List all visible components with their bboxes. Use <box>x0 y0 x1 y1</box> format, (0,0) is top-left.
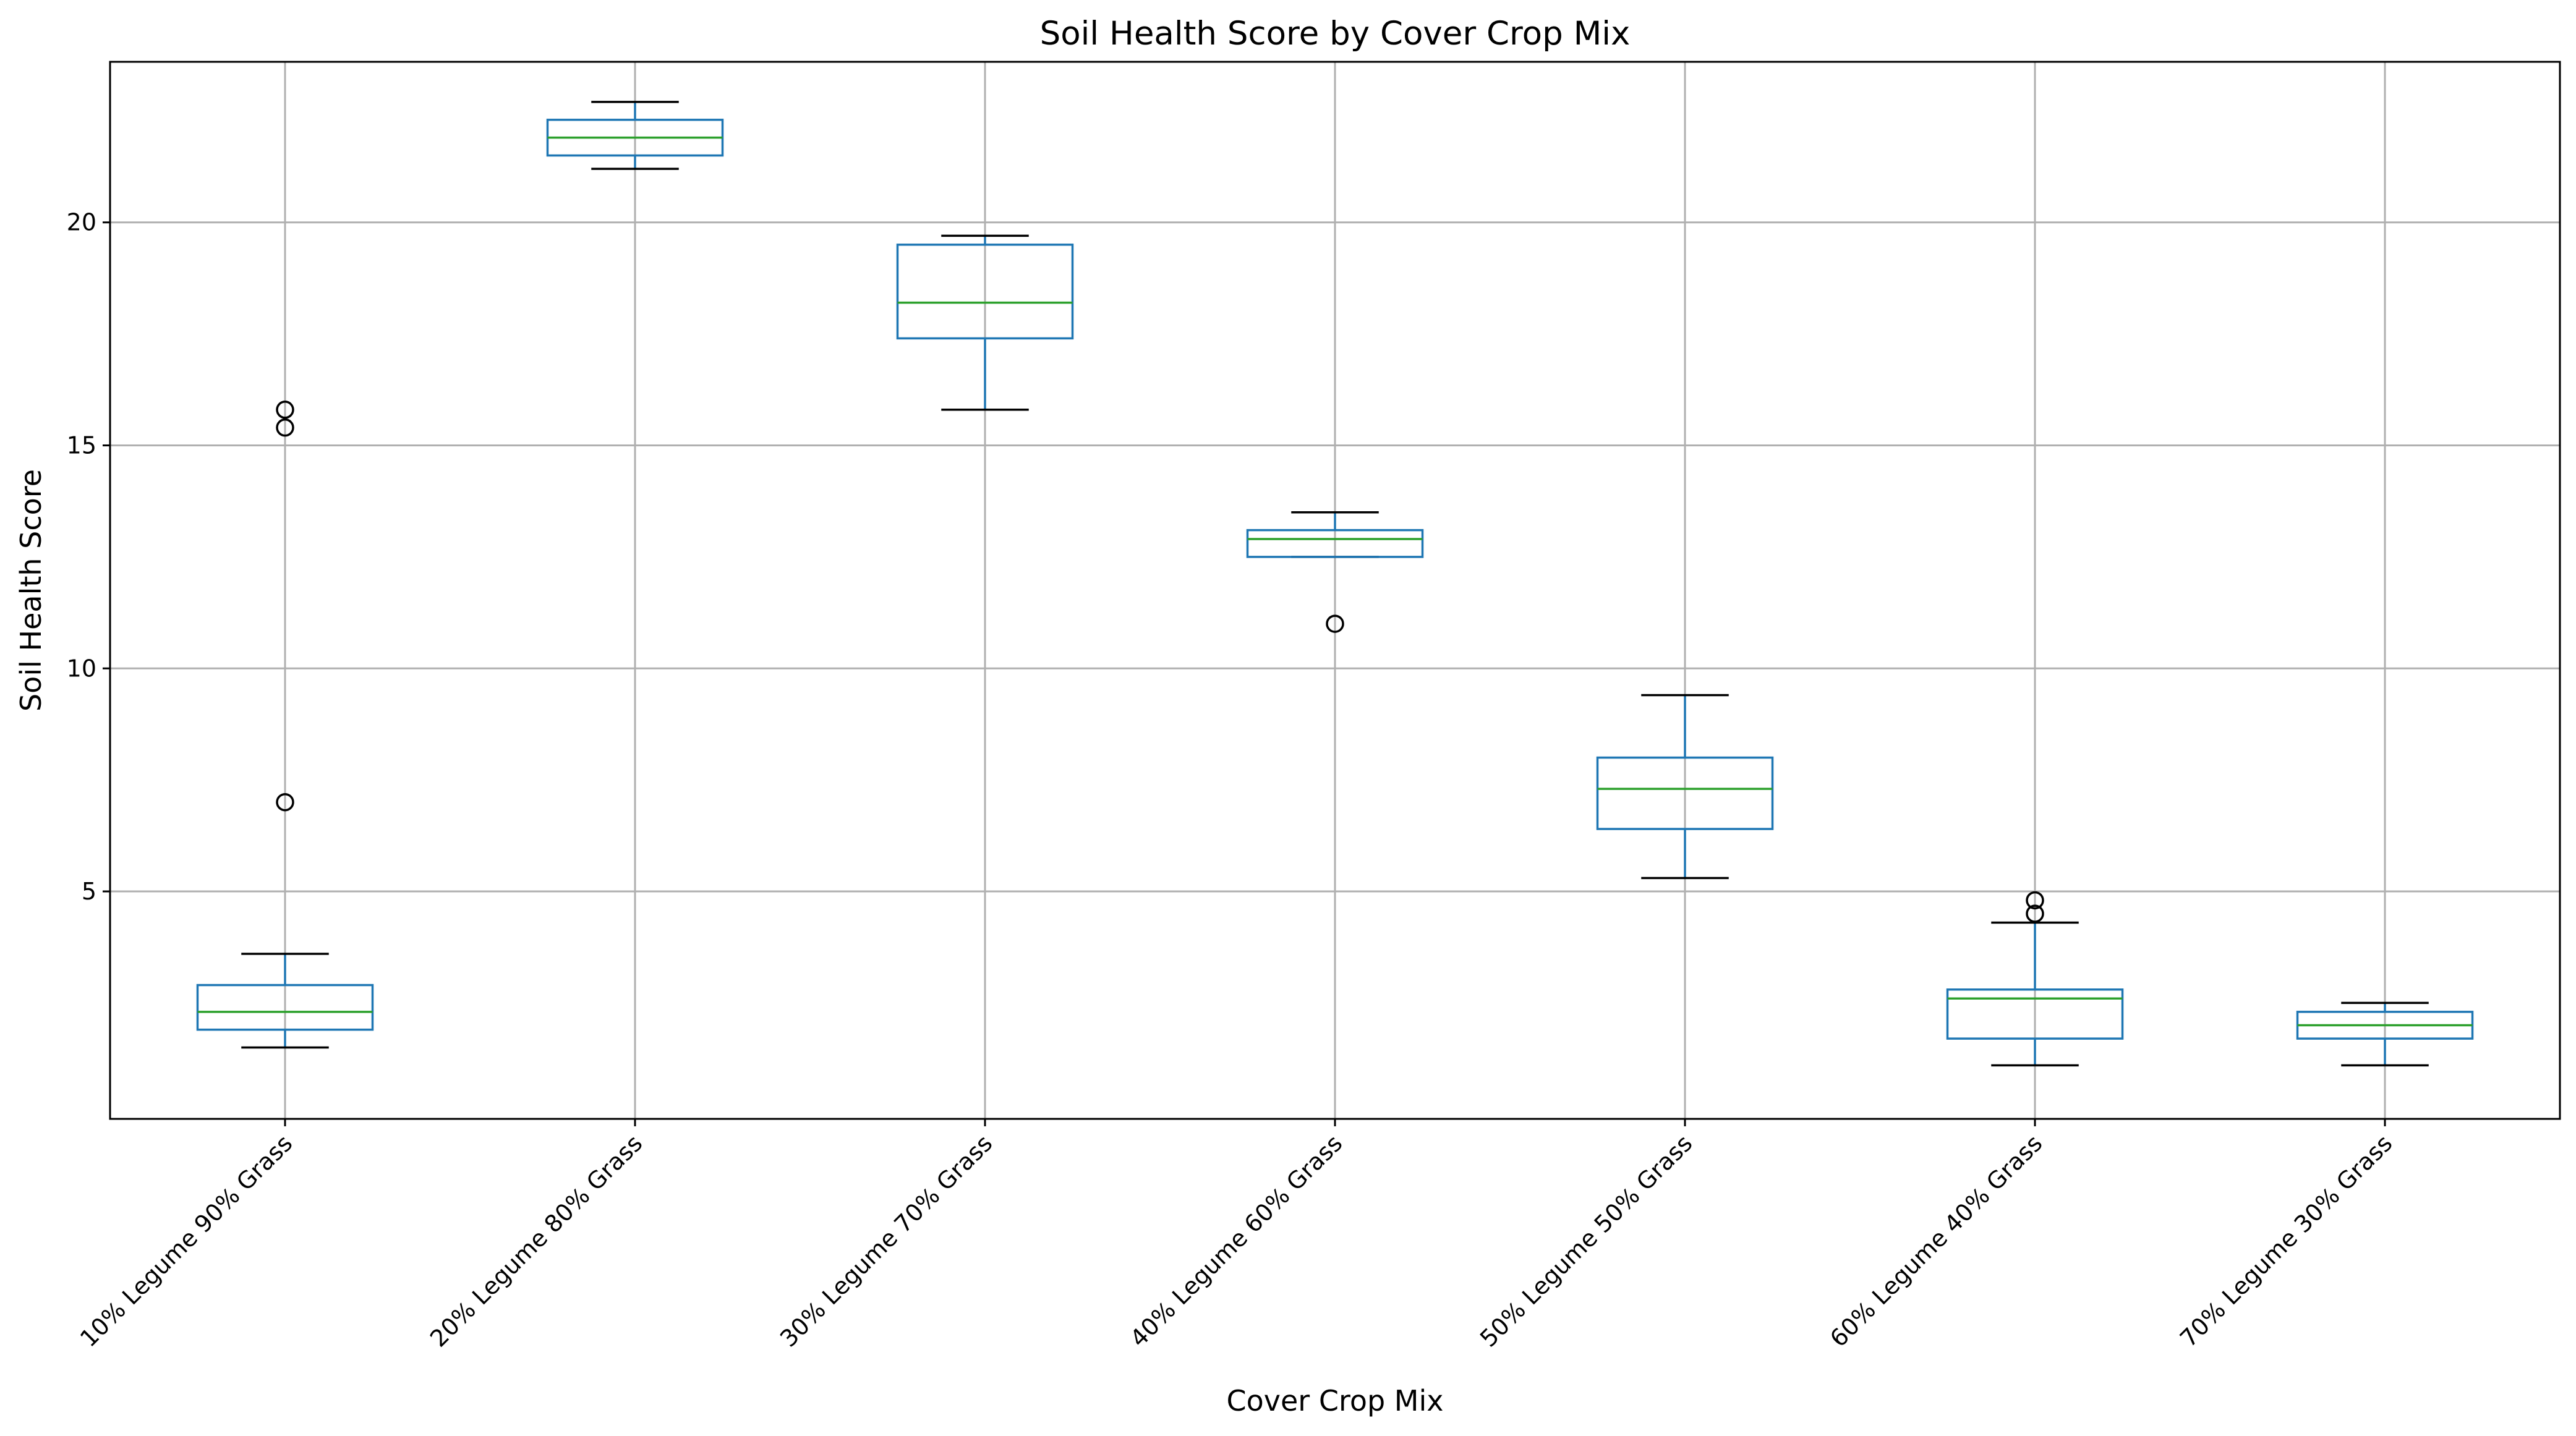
outlier-point <box>2026 891 2044 910</box>
chart-title: Soil Health Score by Cover Crop Mix <box>1040 15 1631 53</box>
y-tick-label: 10 <box>67 655 96 682</box>
outlier-point <box>276 418 294 437</box>
outlier-point <box>1326 614 1344 633</box>
box-iqr <box>1246 529 1424 558</box>
box-iqr <box>896 244 1074 340</box>
box-iqr <box>1946 988 2124 1040</box>
box-iqr <box>1596 756 1774 830</box>
outlier-point <box>2026 904 2044 923</box>
y-tick-label: 15 <box>67 432 96 459</box>
x-axis-label: Cover Crop Mix <box>1227 1384 1444 1417</box>
y-tick-label: 20 <box>67 209 96 236</box>
y-tick-label: 5 <box>82 878 96 905</box>
box-iqr <box>196 984 374 1031</box>
outlier-point <box>276 792 294 812</box>
box-layer <box>196 101 2474 1067</box>
y-axis-label: Soil Health Score <box>14 469 48 712</box>
outlier-point <box>276 401 294 419</box>
